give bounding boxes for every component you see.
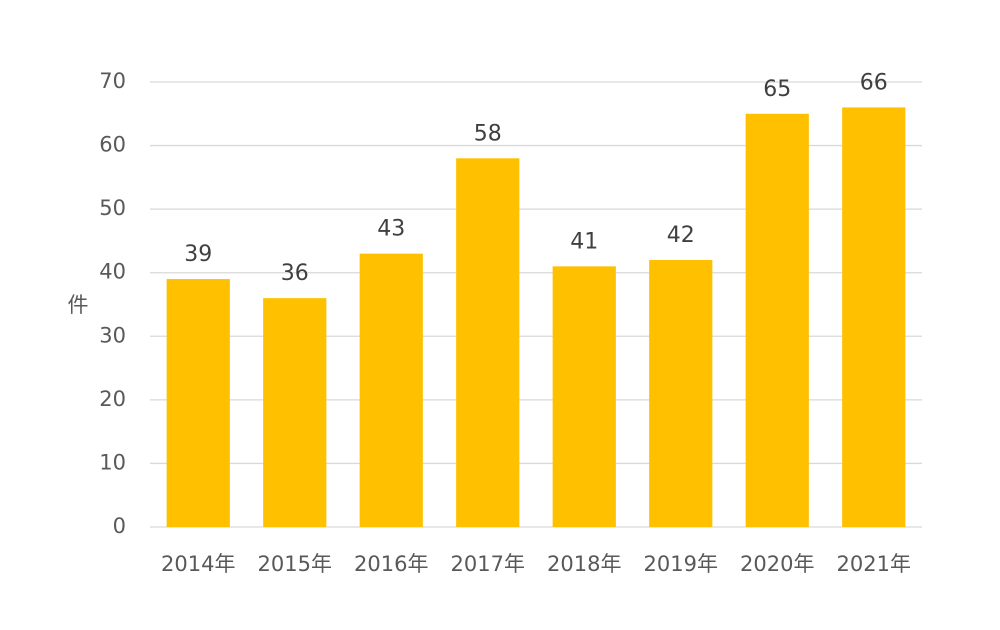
y-tick-labels: 0 10 20 30 40 50 60 70 [99, 69, 126, 538]
y-tick-label: 30 [99, 323, 126, 347]
bar-2017年 [456, 158, 520, 528]
x-tick-label: 2015年 [258, 552, 332, 576]
bar-value-label: 42 [667, 223, 695, 248]
bar-2020年 [745, 113, 809, 528]
bar-2016年 [359, 253, 423, 527]
y-tick-label: 70 [99, 69, 126, 93]
x-tick-label: 2016年 [354, 552, 428, 576]
bar-2019年 [649, 260, 713, 527]
bar-value-labels: 39 36 43 58 41 42 65 66 [184, 70, 888, 286]
bar-value-label: 41 [570, 229, 598, 254]
bar-value-label: 43 [377, 217, 405, 242]
bar-value-label: 66 [860, 70, 888, 95]
bar-value-label: 58 [474, 121, 502, 146]
y-axis-title: 件 [68, 293, 89, 317]
x-tick-label: 2020年 [740, 552, 814, 576]
y-tick-label: 40 [99, 260, 126, 284]
bar-2018年 [552, 266, 616, 527]
y-tick-label: 60 [99, 133, 126, 157]
y-tick-label: 50 [99, 196, 126, 220]
bar-value-label: 36 [281, 261, 309, 286]
y-tick-label: 0 [113, 514, 126, 538]
x-tick-labels: 2014年 2015年 2016年 2017年 2018年 2019年 2020年 2021年 [161, 552, 911, 576]
bar-2015年 [263, 298, 327, 527]
bar-value-label: 39 [184, 242, 212, 267]
bars [166, 107, 906, 528]
x-tick-label: 2019年 [644, 552, 718, 576]
bar-2014年 [166, 279, 230, 527]
x-tick-label: 2018年 [547, 552, 621, 576]
bar-value-label: 65 [763, 77, 791, 102]
y-tick-label: 20 [99, 387, 126, 411]
x-tick-label: 2021年 [837, 552, 911, 576]
x-tick-label: 2017年 [451, 552, 525, 576]
x-tick-label: 2014年 [161, 552, 235, 576]
bar-2021年 [842, 107, 906, 527]
y-tick-label: 10 [99, 450, 126, 474]
